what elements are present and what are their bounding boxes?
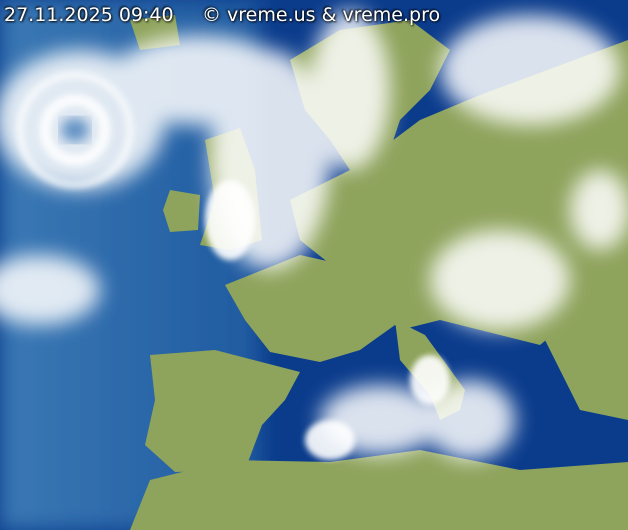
north-africa [130, 450, 628, 530]
balkans-turkey [540, 290, 628, 420]
ireland [163, 190, 200, 232]
iberia [145, 350, 300, 472]
timestamp-label: 27.11.2025 09:40 [4, 4, 174, 26]
clouds [0, 10, 628, 460]
copyright-label: © vreme.us & vreme.pro [202, 4, 441, 26]
